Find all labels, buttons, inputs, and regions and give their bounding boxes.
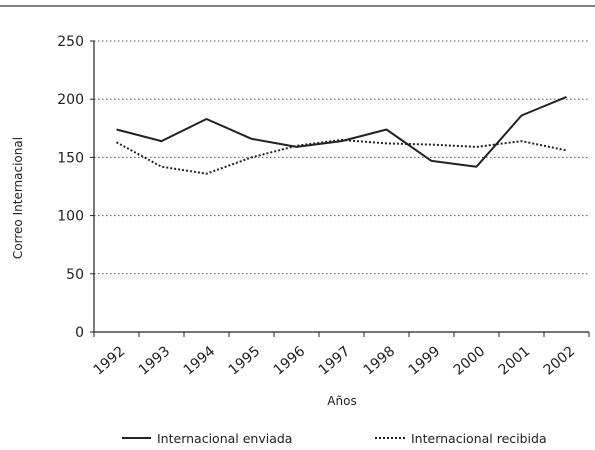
- x-axis-title: Años: [327, 394, 356, 408]
- y-tick-label: 250: [57, 34, 84, 50]
- x-tick-label: 1993: [136, 343, 174, 378]
- x-tick-label: 1999: [406, 343, 444, 378]
- y-tick-label: 0: [75, 325, 84, 341]
- y-tick-label: 100: [57, 209, 84, 225]
- x-tick-label: 1992: [91, 343, 129, 378]
- x-tick-labels: 1992 1993 1994 1995 1996 1997 1998 1999 2000 2001…: [91, 343, 579, 378]
- x-tick-label: 1994: [181, 343, 219, 378]
- y-tick-label: 150: [57, 150, 84, 166]
- x-tick-label: 1997: [316, 343, 354, 378]
- series-lines: [116, 95, 567, 175]
- legend-label-enviada: Internacional enviada: [157, 431, 292, 446]
- x-tick-label: 2001: [496, 343, 534, 378]
- y-tick-label: 200: [57, 92, 84, 108]
- x-tick-label: 2002: [541, 343, 579, 378]
- x-tick-label: 1995: [226, 343, 264, 378]
- legend: Internacional enviada Internacional reci…: [122, 431, 547, 446]
- x-tick-label: 1996: [271, 343, 309, 378]
- y-axis-title: Correo Internacional: [11, 137, 25, 259]
- grid-lines: [94, 40, 589, 275]
- legend-label-recibida: Internacional recibida: [411, 431, 547, 446]
- y-tick-labels: 0 50 100 150 200 250: [57, 34, 84, 341]
- x-tick-label: 1998: [361, 343, 399, 378]
- series-line-enviada: [116, 95, 567, 168]
- x-tick-label: 2000: [451, 343, 489, 378]
- y-tick-label: 50: [66, 267, 84, 283]
- series-line-recibida: [116, 138, 567, 175]
- axes: [90, 40, 590, 337]
